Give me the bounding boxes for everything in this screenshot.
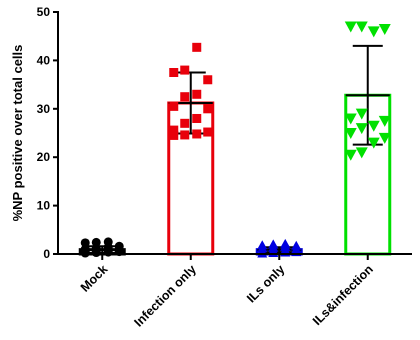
- x-axis: Mock Infection only ILs only ILs&infection: [58, 253, 412, 330]
- data-point: [180, 92, 190, 102]
- y-tick-label: 10: [37, 199, 51, 213]
- data-point: [192, 113, 202, 123]
- data-point: [203, 75, 213, 85]
- data-point: [169, 101, 179, 111]
- data-point: [203, 104, 213, 114]
- data-point: [80, 244, 90, 254]
- data-point: [378, 23, 391, 35]
- data-point: [169, 130, 179, 140]
- bar-group: [167, 42, 215, 256]
- y-tick-label: 50: [37, 5, 51, 19]
- data-point: [192, 42, 202, 52]
- data-point: [367, 26, 380, 38]
- data-point: [280, 238, 291, 248]
- y-axis-label: %NP positive over total cells: [10, 45, 25, 222]
- data-point: [355, 147, 368, 159]
- x-tick-label: ILs&infection: [310, 262, 376, 328]
- bars: [78, 21, 392, 258]
- data-point: [291, 240, 302, 250]
- data-point: [114, 241, 124, 251]
- data-point: [257, 240, 268, 250]
- data-point: [192, 129, 202, 139]
- y-tick-label: 20: [37, 150, 51, 164]
- data-point: [180, 65, 190, 75]
- data-point: [367, 137, 380, 149]
- data-point: [91, 237, 101, 247]
- data-point: [268, 239, 279, 249]
- x-tick-label: Mock: [78, 262, 111, 295]
- data-point: [367, 120, 380, 132]
- data-point: [344, 128, 357, 139]
- bar-group: [344, 21, 392, 256]
- data-point: [355, 123, 368, 135]
- y-tick-label: 30: [37, 102, 51, 116]
- x-tick-label: Infection only: [132, 262, 199, 329]
- y-axis: 0 10 20 30 40 50: [37, 5, 59, 261]
- data-point: [378, 115, 391, 127]
- data-point: [344, 113, 357, 125]
- data-point: [169, 68, 179, 77]
- bar-group: [255, 238, 303, 258]
- data-point: [355, 21, 368, 33]
- data-point: [355, 108, 368, 120]
- data-point: [169, 125, 179, 135]
- x-tick-label: ILs only: [244, 262, 287, 305]
- data-point: [344, 21, 357, 33]
- data-point: [203, 127, 213, 137]
- data-point: [344, 149, 357, 161]
- data-point: [103, 237, 113, 247]
- data-point: [80, 238, 90, 248]
- y-tick-label: 0: [43, 247, 50, 261]
- data-point: [180, 118, 190, 128]
- data-point: [192, 89, 202, 99]
- data-point: [180, 130, 190, 140]
- data-point: [378, 132, 391, 144]
- y-tick-label: 40: [37, 53, 51, 67]
